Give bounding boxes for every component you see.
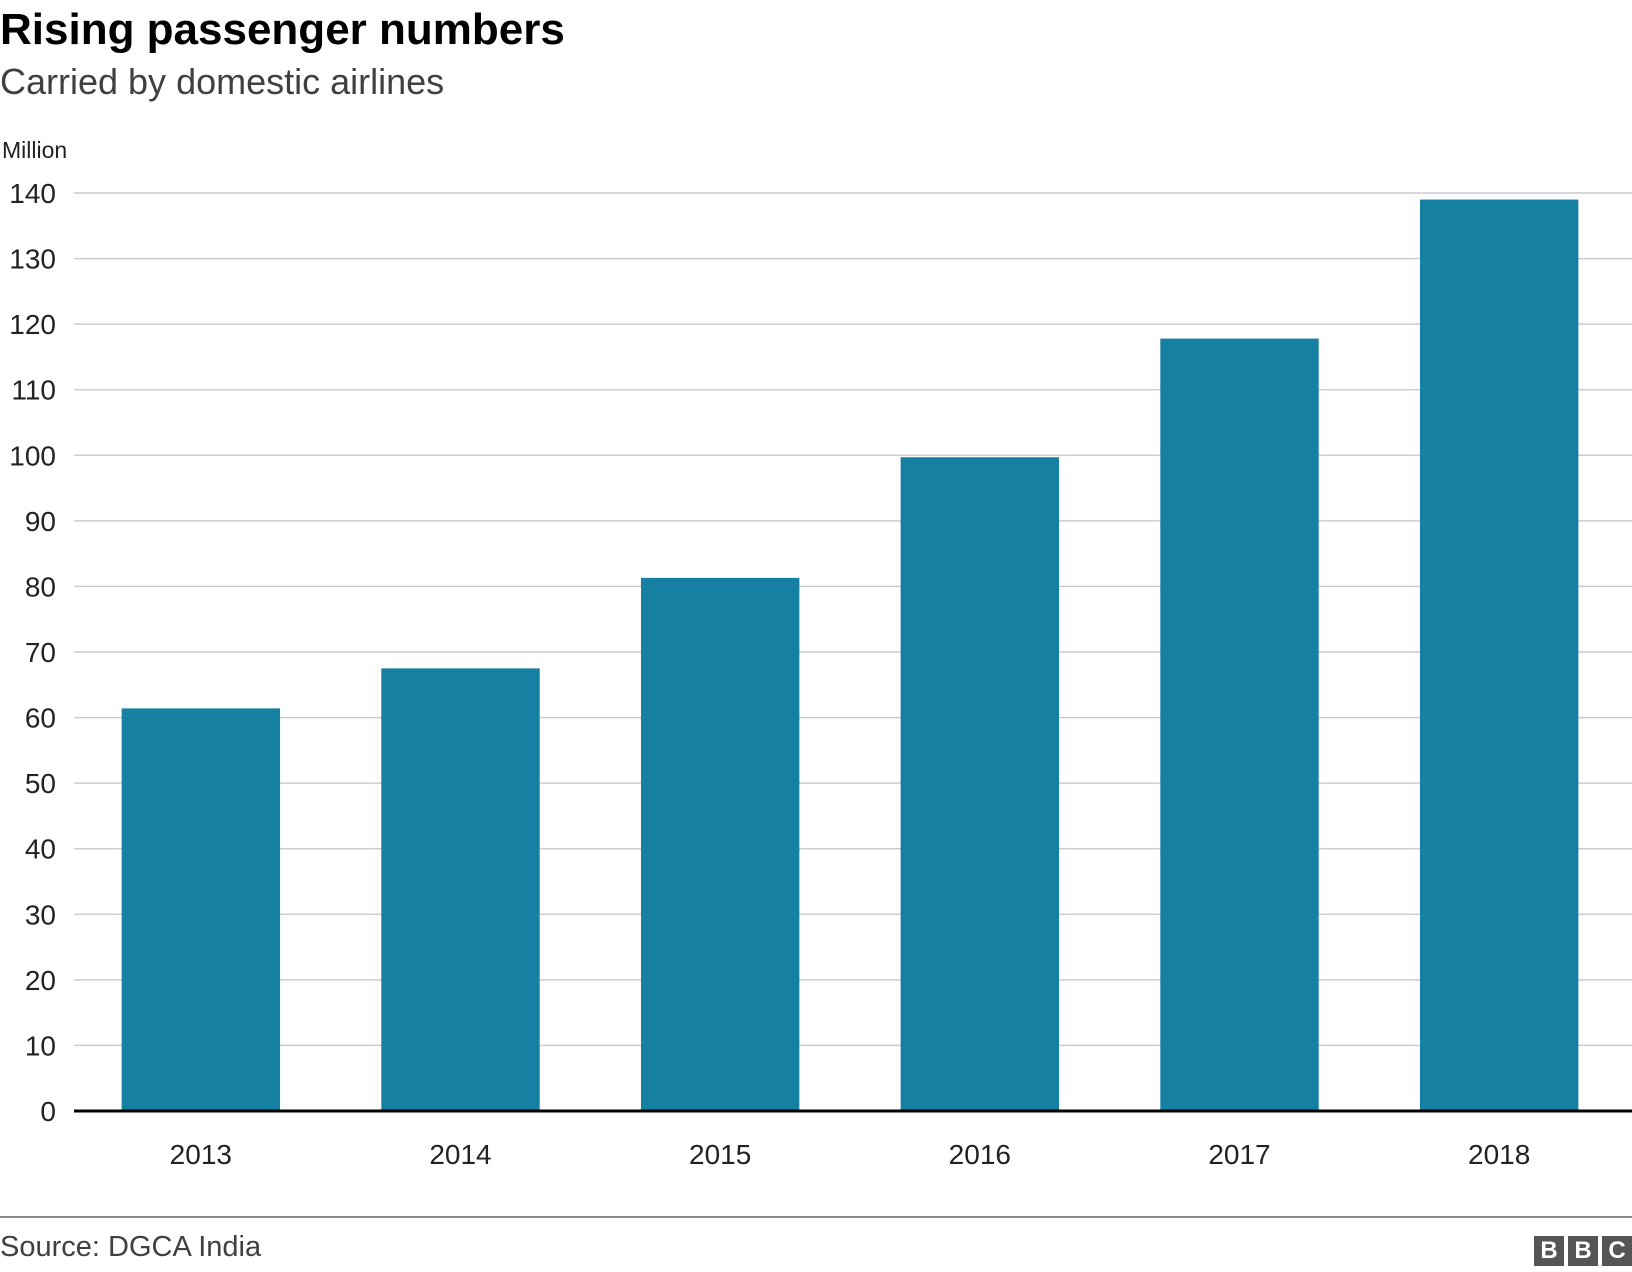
logo-letter: B	[1534, 1236, 1564, 1266]
bar-2016	[900, 457, 1060, 1111]
y-tick-label: 100	[9, 440, 56, 471]
bar-2017	[1160, 338, 1319, 1111]
y-tick-label: 60	[25, 703, 56, 734]
logo-letter: C	[1602, 1236, 1632, 1266]
x-tick-label: 2015	[689, 1139, 751, 1170]
y-tick-label: 40	[25, 834, 56, 865]
bar-2014	[381, 668, 540, 1111]
gridlines	[74, 192, 1632, 1047]
x-axis-ticks: 2013 2014 2015 2016 2017 2018	[170, 1139, 1531, 1170]
bars	[121, 199, 1579, 1112]
y-tick-label: 90	[25, 506, 56, 537]
x-tick-label: 2016	[949, 1139, 1011, 1170]
y-tick-label: 30	[25, 899, 56, 930]
chart-title: Rising passenger numbers	[0, 5, 565, 54]
x-tick-label: 2017	[1208, 1139, 1270, 1170]
source-note: Source: DGCA India	[0, 1231, 262, 1263]
x-tick-label: 2018	[1468, 1139, 1530, 1170]
y-tick-label: 20	[25, 965, 56, 996]
y-tick-label: 120	[9, 309, 56, 340]
logo-letter: B	[1568, 1236, 1598, 1266]
y-tick-label: 80	[25, 571, 56, 602]
y-tick-label: 10	[25, 1030, 56, 1061]
chart-subtitle: Carried by domestic airlines	[0, 61, 445, 102]
bar-2013	[121, 708, 281, 1111]
footer-divider	[0, 1216, 1632, 1218]
y-axis-unit-label: Million	[2, 137, 68, 163]
bar-2015	[640, 577, 800, 1111]
x-tick-label: 2013	[170, 1139, 232, 1170]
y-axis-ticks: 0 10 20 30 40 50 60 70 80 90 100 110 120 130 140	[9, 178, 56, 1127]
y-tick-label: 70	[25, 637, 56, 668]
y-tick-label: 140	[9, 178, 56, 209]
bar-2018	[1419, 199, 1579, 1112]
y-tick-label: 110	[11, 375, 56, 406]
y-tick-label: 50	[25, 768, 56, 799]
x-tick-label: 2014	[429, 1139, 491, 1170]
y-tick-label: 130	[9, 244, 56, 275]
y-tick-label: 0	[40, 1096, 56, 1127]
bbc-logo: B B C	[1534, 1236, 1632, 1266]
